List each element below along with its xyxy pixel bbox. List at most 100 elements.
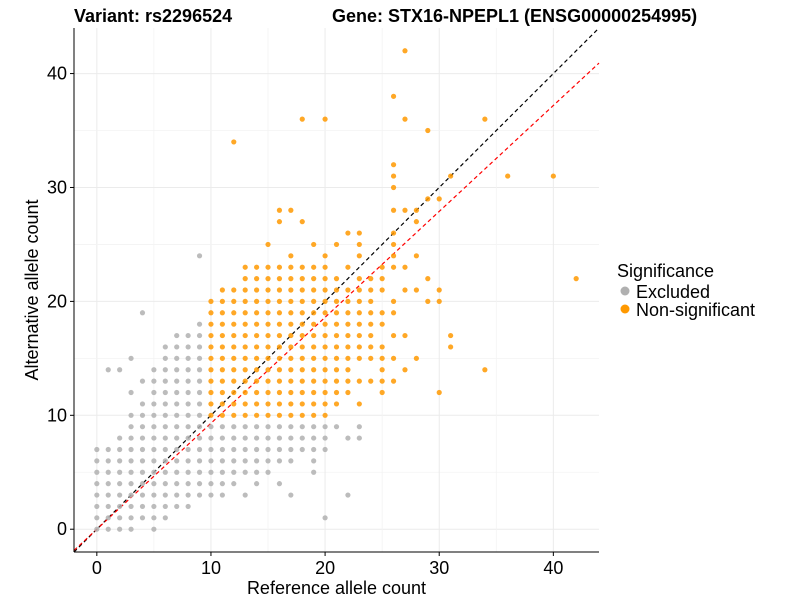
data-point: [139, 424, 146, 430]
data-point: [219, 332, 225, 339]
data-point: [117, 435, 123, 441]
data-point: [413, 207, 419, 213]
data-point: [208, 469, 214, 475]
data-point: [208, 401, 214, 407]
data-point: [105, 458, 111, 464]
data-point: [162, 469, 168, 475]
data-point: [139, 412, 146, 418]
data-point: [288, 344, 294, 350]
data-point: [208, 446, 214, 453]
data-point: [322, 344, 328, 350]
data-point: [231, 424, 237, 430]
data-point: [333, 389, 340, 396]
data-point: [379, 389, 385, 396]
data-point: [288, 207, 294, 213]
data-point: [322, 378, 328, 384]
data-point: [311, 424, 317, 430]
data-point: [379, 264, 385, 270]
data-point: [265, 435, 271, 441]
data-point: [288, 424, 294, 430]
data-point: [413, 219, 419, 225]
data-point: [231, 344, 237, 350]
legend-label-non-significant: Non-significant: [636, 300, 755, 320]
data-point: [448, 332, 454, 339]
data-point: [311, 378, 317, 384]
data-point: [265, 264, 271, 270]
data-point: [390, 173, 397, 179]
data-point: [128, 435, 134, 441]
data-point: [288, 412, 294, 418]
data-point: [436, 389, 442, 396]
data-point: [162, 481, 168, 487]
data-point: [174, 332, 180, 339]
data-point: [105, 446, 111, 453]
data-point: [196, 492, 203, 498]
data-point: [117, 492, 123, 498]
data-point: [288, 264, 294, 270]
data-point: [162, 389, 168, 396]
data-point: [117, 503, 123, 510]
data-point: [151, 503, 157, 510]
data-point: [322, 424, 328, 430]
data-point: [128, 446, 134, 453]
data-point: [196, 253, 203, 259]
data-point: [254, 435, 260, 441]
data-point: [368, 355, 374, 361]
data-point: [299, 446, 305, 453]
data-point: [276, 401, 283, 407]
data-point: [105, 515, 111, 521]
data-point: [219, 389, 225, 396]
data-point: [482, 116, 488, 122]
data-point: [311, 276, 317, 282]
data-point: [185, 332, 191, 339]
data-point: [105, 469, 111, 475]
x-tick-label: 0: [92, 558, 102, 578]
data-point: [311, 367, 317, 373]
data-point: [436, 287, 442, 293]
data-point: [345, 344, 351, 350]
data-point: [368, 287, 374, 293]
data-point: [345, 287, 351, 293]
data-point: [413, 287, 419, 293]
data-point: [402, 287, 408, 293]
data-point: [333, 310, 340, 316]
data-point: [288, 389, 294, 396]
y-ticks: 0 10 20 30 40: [47, 64, 74, 539]
data-point: [219, 492, 225, 498]
data-point: [333, 321, 340, 327]
data-point: [265, 276, 271, 282]
data-point: [276, 481, 283, 487]
data-point: [208, 332, 214, 339]
data-point: [356, 378, 362, 384]
data-point: [254, 367, 260, 373]
data-point: [128, 412, 134, 418]
data-point: [356, 230, 362, 236]
data-point: [333, 287, 340, 293]
data-point: [219, 310, 225, 316]
data-point: [276, 287, 283, 293]
data-point: [311, 321, 317, 327]
data-point: [299, 332, 305, 339]
data-point: [254, 378, 260, 384]
data-point: [196, 458, 203, 464]
data-point: [299, 116, 305, 122]
data-point: [265, 401, 271, 407]
data-point: [379, 287, 385, 293]
reference-line-identity: [73, 27, 600, 553]
data-point: [242, 287, 248, 293]
data-point: [231, 435, 237, 441]
data-point: [379, 321, 385, 327]
data-point: [94, 492, 100, 498]
data-point: [322, 287, 328, 293]
data-point: [185, 412, 191, 418]
data-point: [322, 401, 328, 407]
data-point: [299, 264, 305, 270]
data-point: [356, 435, 362, 441]
data-point: [311, 344, 317, 350]
data-point: [105, 526, 111, 532]
y-axis-title: Alternative allele count: [22, 199, 42, 380]
data-point: [117, 446, 123, 453]
data-point: [254, 355, 260, 361]
data-point: [139, 310, 146, 316]
data-point: [265, 344, 271, 350]
